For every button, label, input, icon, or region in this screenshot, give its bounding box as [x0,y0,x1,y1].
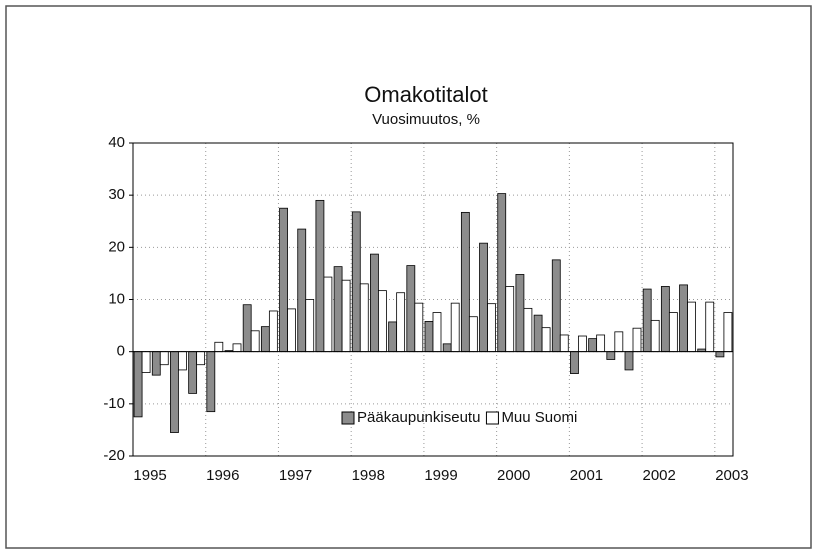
bar [242,304,252,353]
bar [570,351,579,374]
bar [414,302,424,353]
bar [323,276,333,353]
bar [642,288,652,353]
bar [578,335,587,353]
bar [279,207,288,353]
bar [523,307,533,353]
y-tick-label: 30 [108,186,125,203]
bar [341,279,351,353]
bar [133,351,143,418]
bar [705,301,715,353]
bar [660,286,670,353]
bar [406,265,416,353]
chart-subtitle: Vuosimuutos, % [372,111,480,128]
bar [351,211,361,353]
bar [487,303,496,353]
y-tick-label: 0 [117,343,125,360]
x-tick-label: 1996 [206,467,239,484]
bar [606,351,616,360]
bar [188,351,198,394]
bar [668,312,678,353]
y-tick-label: 10 [108,290,125,307]
bar [196,351,206,366]
bar [559,334,569,353]
bar [250,330,260,353]
chart-title: Omakotitalot [364,82,488,107]
frame [5,5,812,549]
bar [170,351,179,433]
x-tick-label: 1997 [279,467,312,484]
y-tick-label: -10 [103,395,125,412]
bar [359,283,369,353]
bar [378,290,387,353]
bar [214,341,224,353]
bar [497,193,507,353]
x-tick-label: 1995 [133,467,166,484]
y-tick-label: 40 [108,134,125,151]
x-tick-label: 2002 [642,467,675,484]
bar [679,284,688,353]
bar [287,308,296,353]
bar [260,326,270,353]
bar [297,228,307,353]
bar [141,351,151,373]
bar [588,338,598,353]
bar [687,301,696,353]
y-tick-label: -20 [103,447,125,464]
x-tick-label: 1998 [352,467,385,484]
bar [715,351,725,358]
x-tick-label: 2003 [715,467,748,484]
bar [315,199,325,353]
bar [206,351,216,413]
bar [450,302,460,353]
bar [388,321,398,353]
plot-border [132,142,734,457]
bar [268,310,278,353]
bar [468,316,478,353]
legend-label: Muu Suomi [501,409,577,426]
bar [551,259,561,353]
bar [396,292,406,353]
y-tick-label: 20 [108,238,125,255]
bar [424,321,434,353]
legend-label: Pääkaupunkiseutu [357,409,480,426]
bar [541,327,551,353]
bar [515,274,525,353]
bar [460,211,470,353]
legend-swatch [341,411,355,425]
bar [432,312,442,353]
bar [596,334,606,353]
legend-swatch [485,411,499,425]
bar [232,343,242,353]
bar [505,286,515,353]
bar [370,253,379,353]
bar [533,314,543,353]
bar [614,331,624,353]
bar [333,266,343,353]
bar [650,319,660,353]
bar [159,351,169,366]
bar [305,299,315,353]
x-tick-label: 2001 [570,467,603,484]
bar [178,351,187,371]
x-tick-label: 2000 [497,467,530,484]
bar [624,351,634,371]
bar [632,327,642,353]
bar [723,312,733,353]
bar [442,343,452,353]
bar [151,351,161,376]
bar [479,242,488,353]
x-tick-label: 1999 [424,467,457,484]
